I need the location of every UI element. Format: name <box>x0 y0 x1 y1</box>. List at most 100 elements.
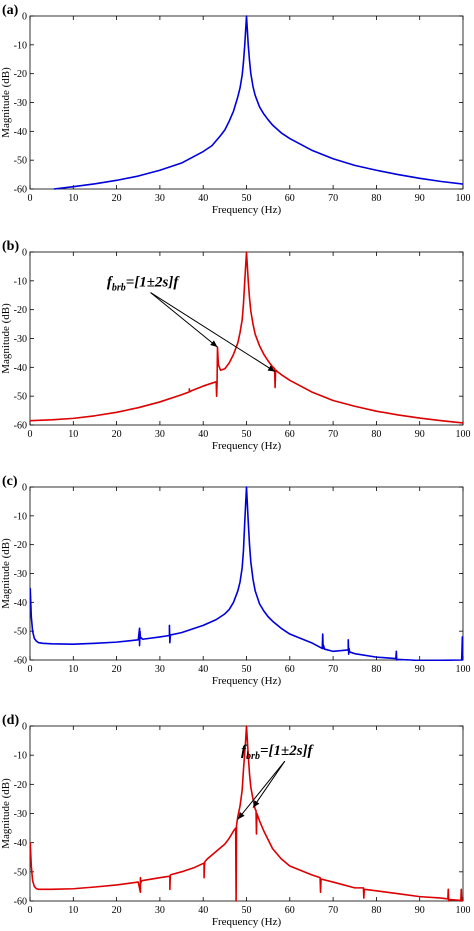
x-tick-label: 100 <box>456 664 471 675</box>
chart-panel-4: (d)0 10 20 30 40 50 60 70 80 90 1000-10-20-30-40-5… <box>0 713 471 928</box>
y-tick-label: 0 <box>22 722 27 733</box>
x-tick-label: 100 <box>456 429 471 440</box>
x-tick-label: 70 <box>328 193 338 204</box>
y-axis-label: Magnitude (dB) <box>0 538 12 609</box>
y-tick-label: -10 <box>14 276 27 287</box>
x-tick-label: 90 <box>415 664 425 675</box>
y-tick-label: -50 <box>14 867 27 878</box>
y-tick-label: -40 <box>14 127 27 138</box>
x-tick-label: 60 <box>285 905 295 916</box>
x-tick-label: 50 <box>242 905 252 916</box>
x-tick-label: 80 <box>371 193 381 204</box>
x-tick-label: 100 <box>456 905 471 916</box>
y-axis-label: Magnitude (dB) <box>0 303 12 374</box>
series-line <box>30 486 463 661</box>
x-tick-label: 80 <box>371 664 381 675</box>
x-tick-label: 90 <box>415 905 425 916</box>
chart-panel-1: (a)0 10 20 30 40 50 60 70 80 90 1000-10-20-30-40-5… <box>0 3 471 216</box>
y-tick-label: -40 <box>14 363 27 374</box>
y-tick-label: 0 <box>22 483 27 494</box>
y-tick-label: -30 <box>14 569 27 580</box>
panel-label: (a) <box>2 3 19 18</box>
x-tick-label: 30 <box>155 664 165 675</box>
y-tick-label: -50 <box>14 156 27 167</box>
panel-label: (d) <box>2 713 19 728</box>
panel-label: (b) <box>2 239 19 254</box>
y-tick-label: -30 <box>14 809 27 820</box>
x-tick-label: 0 <box>28 429 33 440</box>
x-tick-label: 10 <box>68 193 78 204</box>
annotation-arrow <box>150 292 276 373</box>
x-tick-label: 40 <box>198 664 208 675</box>
x-tick-label: 60 <box>285 193 295 204</box>
series-line <box>30 251 463 424</box>
x-tick-label: 40 <box>198 905 208 916</box>
annotation-arrowhead <box>252 800 260 808</box>
y-tick-label: 0 <box>22 248 27 259</box>
x-tick-label: 40 <box>198 193 208 204</box>
chart-panel-3: (c) 0 10 20 30 40 50 60 70 80 90 100 0 -10 -20 -30 -40 -5… <box>0 474 471 687</box>
x-tick-label: 0 <box>28 664 33 675</box>
x-tick-label: 90 <box>415 193 425 204</box>
y-tick-label: -60 <box>14 656 27 667</box>
y-tick-label: -10 <box>14 751 27 762</box>
x-tick-label: 30 <box>155 193 165 204</box>
series-line <box>53 15 463 190</box>
x-tick-label: 70 <box>328 905 338 916</box>
x-tick-label: 20 <box>112 429 122 440</box>
x-tick-label: 40 <box>198 429 208 440</box>
x-tick-label: 50 <box>242 429 252 440</box>
plot-area-frame <box>29 251 464 426</box>
x-axis-label: Frequency (Hz) <box>212 440 282 452</box>
y-tick-label: -20 <box>14 780 27 791</box>
x-tick-label: 70 <box>328 664 338 675</box>
x-tick-label: 20 <box>112 664 122 675</box>
y-tick-label: -60 <box>14 897 27 908</box>
x-tick-label: 90 <box>415 429 425 440</box>
y-tick-label: -20 <box>14 305 27 316</box>
y-axis-label: Magnitude (dB) <box>0 778 12 849</box>
plot-area-frame <box>29 15 464 190</box>
x-tick-label: 30 <box>155 429 165 440</box>
chart-panel-2: (b)0 10 20 30 40 50 60 70 80 90 1000-10-20-30-40-5… <box>0 239 471 452</box>
x-tick-label: 30 <box>155 905 165 916</box>
annotation-text: fbrb=[1±2s]f <box>107 275 181 294</box>
x-tick-label: 20 <box>112 193 122 204</box>
annotation-arrow <box>150 292 218 348</box>
annotation-arrow <box>252 760 286 808</box>
x-tick-label: 10 <box>68 905 78 916</box>
y-tick-label: -50 <box>14 627 27 638</box>
y-tick-label: -50 <box>14 392 27 403</box>
x-tick-label: 80 <box>371 429 381 440</box>
y-tick-label: -20 <box>14 69 27 80</box>
x-tick-label: 10 <box>68 429 78 440</box>
x-tick-label: 60 <box>285 429 295 440</box>
plot-area-frame <box>29 486 464 661</box>
x-tick-label: 50 <box>242 664 252 675</box>
panel-label: (c) <box>2 474 18 489</box>
y-tick-label: -30 <box>14 98 27 109</box>
x-tick-label: 80 <box>371 905 381 916</box>
x-axis-label: Frequency (Hz) <box>212 204 282 216</box>
annotation-text: fbrb=[1±2s]f <box>241 743 315 762</box>
annotation-arrowhead <box>210 340 218 348</box>
y-tick-label: -60 <box>14 185 27 196</box>
y-tick-label: -30 <box>14 334 27 345</box>
y-axis-label: Magnitude (dB) <box>0 67 12 138</box>
x-tick-label: 0 <box>28 193 33 204</box>
x-tick-label: 60 <box>285 664 295 675</box>
y-tick-label: -20 <box>14 540 27 551</box>
x-tick-label: 70 <box>328 429 338 440</box>
y-tick-label: -10 <box>14 40 27 51</box>
y-tick-label: -40 <box>14 598 27 609</box>
x-tick-label: 20 <box>112 905 122 916</box>
x-axis-label: Frequency (Hz) <box>212 916 282 928</box>
x-tick-label: 50 <box>242 193 252 204</box>
x-tick-label: 10 <box>68 664 78 675</box>
annotation-arrowhead <box>237 812 245 820</box>
annotation-arrow <box>237 760 286 820</box>
y-tick-label: 0 <box>22 12 27 23</box>
y-tick-label: -40 <box>14 838 27 849</box>
x-tick-label: 100 <box>456 193 471 204</box>
